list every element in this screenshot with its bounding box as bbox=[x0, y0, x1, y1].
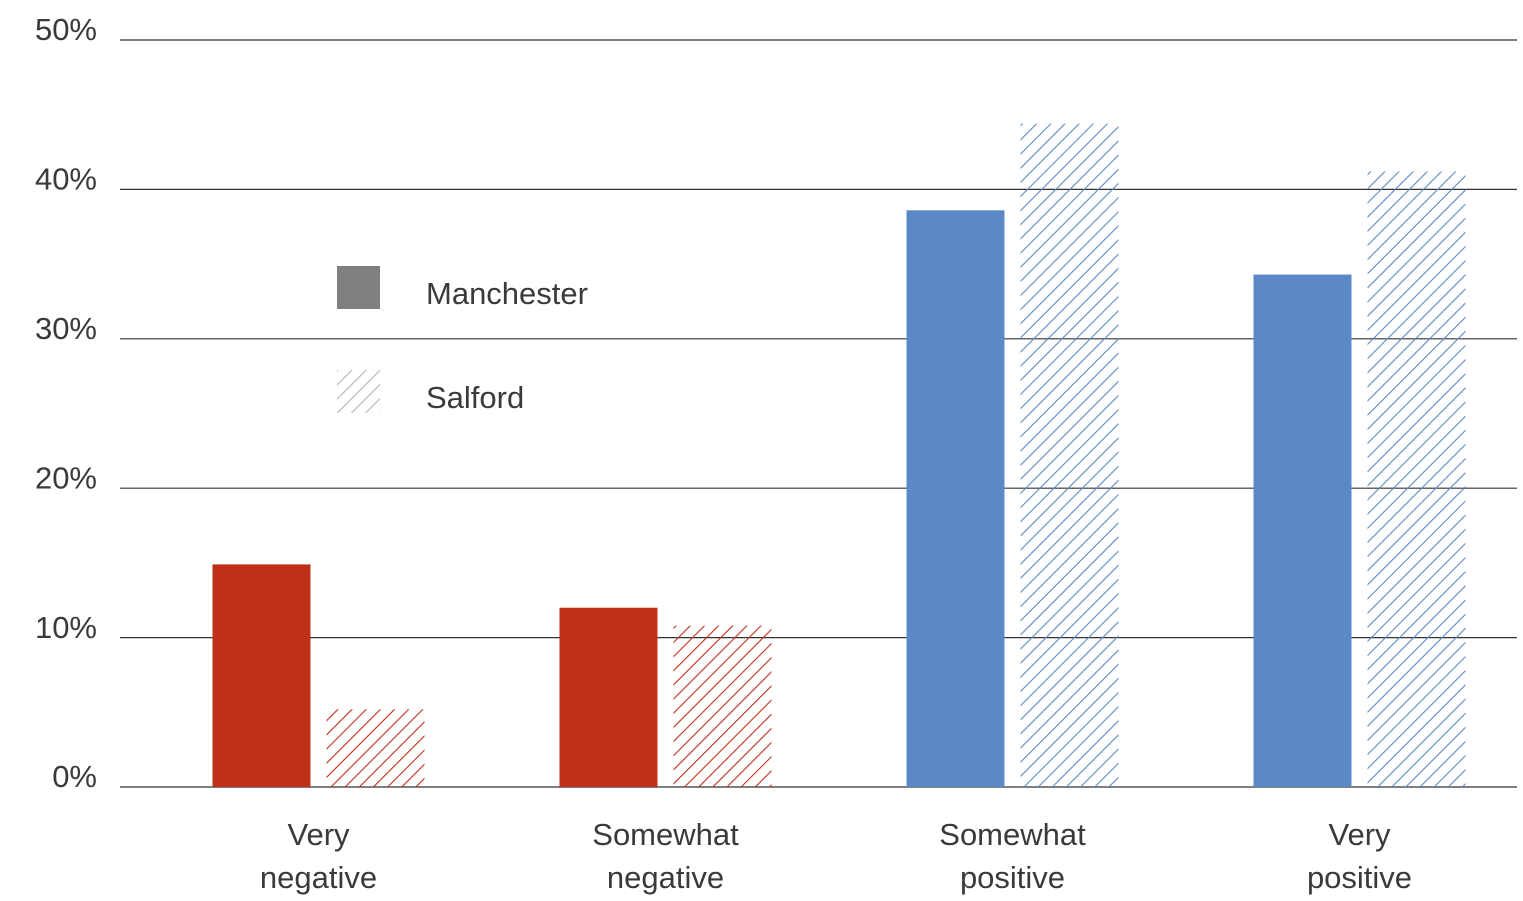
legend-label: Salford bbox=[426, 380, 524, 415]
x-tick-label: Very positive bbox=[1307, 817, 1412, 895]
bar bbox=[1020, 123, 1119, 787]
bar bbox=[212, 564, 311, 787]
x-tick-label: Somewhat positive bbox=[939, 817, 1086, 895]
bar bbox=[1367, 171, 1466, 788]
y-tick-label: 40% bbox=[35, 162, 97, 197]
bar bbox=[559, 607, 658, 787]
bar bbox=[1253, 274, 1352, 788]
y-tick-label: 0% bbox=[52, 759, 97, 794]
bar bbox=[673, 625, 772, 787]
legend-swatch bbox=[337, 370, 380, 413]
bar bbox=[326, 709, 425, 787]
y-tick-label: 20% bbox=[35, 460, 97, 495]
y-tick-label: 10% bbox=[35, 610, 97, 645]
x-tick-label: Very negative bbox=[260, 817, 377, 895]
legend-label: Manchester bbox=[426, 276, 588, 311]
legend-swatch bbox=[337, 266, 380, 309]
x-tick-label: Somewhat negative bbox=[592, 817, 739, 895]
y-tick-label: 50% bbox=[35, 12, 97, 47]
bar bbox=[906, 210, 1005, 788]
y-tick-label: 30% bbox=[35, 311, 97, 346]
